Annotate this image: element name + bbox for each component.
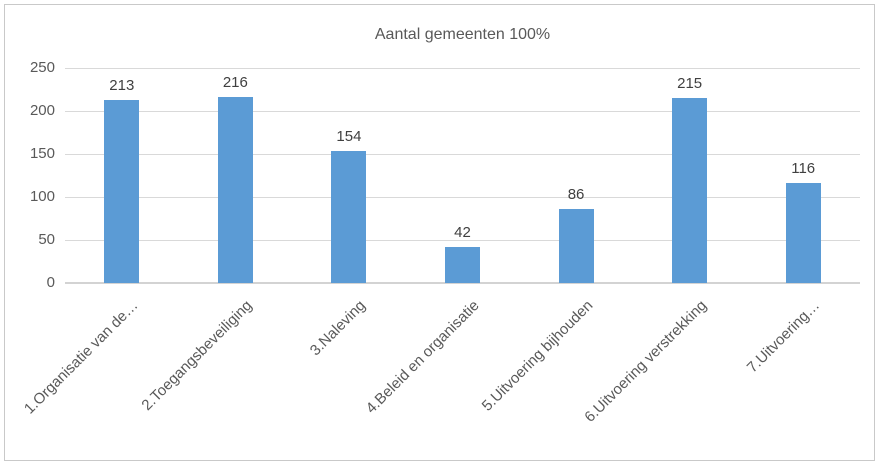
- bar-value-label: 42: [454, 223, 471, 241]
- bar: [785, 183, 821, 283]
- bar-value-label: 154: [336, 127, 362, 145]
- bars: 213 216 154 42 86 215 116: [65, 68, 860, 283]
- gridline: [65, 68, 860, 69]
- x-axis-label: 3.Naleving: [306, 297, 369, 360]
- bar: [558, 209, 594, 283]
- x-axis-label: 6.Uitvoering verstrekking: [580, 297, 710, 426]
- x-axis-label: 2.Toegangsbeveiliging: [138, 297, 256, 414]
- bar: [217, 97, 253, 283]
- y-axis-tick-label: 150: [29, 145, 55, 162]
- y-axis-tick-label: 0: [46, 274, 55, 291]
- bar: [444, 246, 480, 283]
- bar-value-label: 116: [791, 160, 816, 178]
- bar-column: 213: [65, 68, 179, 283]
- y-axis-tick-label: 200: [29, 102, 55, 119]
- x-axis-label: 5.Uitvoering bijhouden: [478, 297, 597, 415]
- bar-value-label: 86: [567, 186, 585, 204]
- bar-value-label: 215: [677, 75, 703, 93]
- bar-column: 42: [406, 68, 520, 283]
- gridlines: [65, 68, 860, 284]
- bar-value-label: 216: [222, 74, 248, 92]
- gridline: [65, 154, 860, 155]
- y-axis-tick-label: 100: [29, 188, 55, 205]
- gridline: [65, 240, 860, 241]
- x-axis-line: [65, 282, 860, 284]
- gridline: [65, 197, 860, 198]
- y-axis-tick-label: 250: [29, 59, 55, 76]
- x-axis-label: 4.Beleid en organisatie: [362, 297, 483, 417]
- bar-column: 86: [519, 68, 633, 283]
- plot-area: 213 216 154 42 86 215 116: [65, 68, 860, 284]
- bar-column: 216: [179, 68, 293, 283]
- y-axis: 0 50 100 150 200 250: [0, 0, 55, 467]
- gridline: [65, 111, 860, 112]
- y-axis-tick-label: 50: [38, 231, 55, 248]
- bar: [104, 99, 140, 283]
- bar: [331, 150, 367, 283]
- x-axis-label: 7.Uitvoering…: [744, 297, 824, 377]
- chart-title: Aantal gemeenten 100%: [374, 26, 551, 43]
- bar-column: 154: [292, 68, 406, 283]
- bar-column: 116: [746, 68, 860, 283]
- bar: [672, 98, 708, 283]
- bar-value-label: 213: [109, 76, 135, 94]
- bar-column: 215: [633, 68, 747, 283]
